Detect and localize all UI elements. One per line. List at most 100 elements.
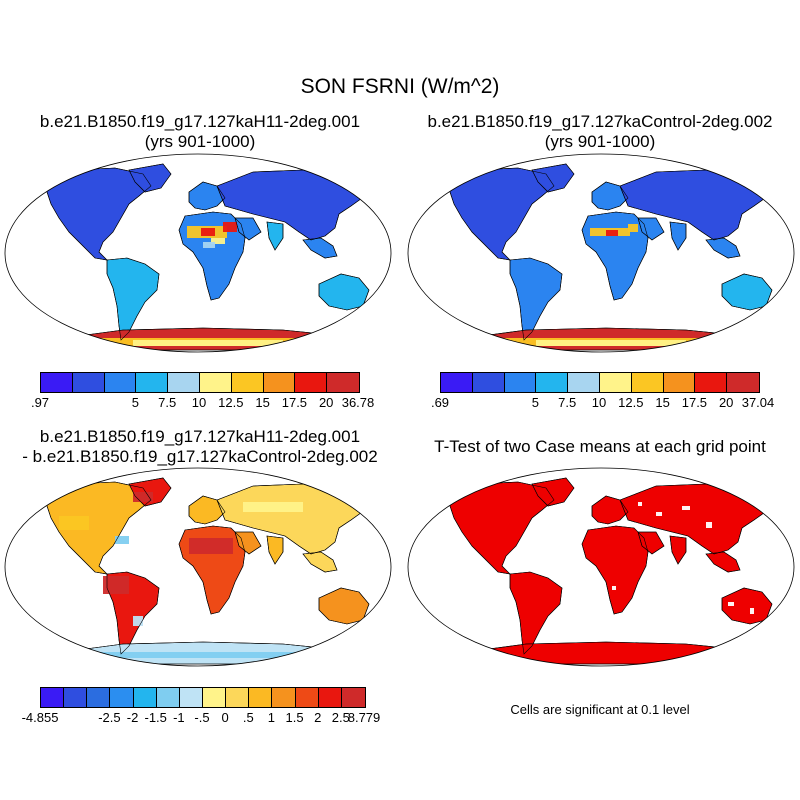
colorbar-swatch <box>318 688 342 707</box>
colorbar-swatch <box>249 688 273 707</box>
colorbar-label: 7.5 <box>158 395 177 410</box>
colorbar-label: 10 <box>191 395 207 410</box>
colorbar-label: .69 <box>430 395 450 410</box>
field-patch <box>133 340 283 346</box>
field-patch <box>203 242 215 248</box>
field-patch <box>115 536 129 544</box>
colorbar-swatch <box>72 373 105 392</box>
colorbar-label: .97 <box>30 395 50 410</box>
colorbar-swatch <box>536 373 569 392</box>
field-patch <box>728 602 734 606</box>
colorbar-swatch <box>295 688 319 707</box>
colorbar-label: -2.5 <box>98 710 121 725</box>
colorbar-swatch <box>695 373 728 392</box>
field-patch <box>223 222 237 232</box>
colorbar-label: 0 <box>221 710 229 725</box>
colorbar-label: 20 <box>718 395 734 410</box>
colorbar-label: -2 <box>126 710 139 725</box>
colorbar-swatch <box>568 373 600 392</box>
panel3-subtitle: - b.e21.B1850.f19_g17.127kaControl-2deg.… <box>22 447 378 466</box>
colorbar-swatch <box>110 688 134 707</box>
colorbar-swatch <box>663 373 696 392</box>
colorbar-swatch <box>295 373 328 392</box>
colorbar-swatch <box>263 373 296 392</box>
colorbar-swatch <box>599 373 632 392</box>
colorbar-label: 7.5 <box>558 395 577 410</box>
colorbar-label: -.5 <box>194 710 210 725</box>
panel4-title: T-Test of two Case means at each grid po… <box>434 437 766 456</box>
panel2-subtitle: (yrs 901-1000) <box>544 132 656 151</box>
colorbar-swatch <box>179 688 203 707</box>
colorbar-swatch <box>87 688 111 707</box>
panel1-map <box>4 153 392 353</box>
colorbar-label: 8.779 <box>347 710 381 725</box>
field-patch <box>201 228 215 236</box>
panel4-map <box>407 467 795 667</box>
colorbar-label: 2 <box>314 710 322 725</box>
panel1-title: b.e21.B1850.f19_g17.127kaH11-2deg.001 <box>39 112 361 131</box>
colorbar-label: 15 <box>655 395 670 410</box>
field-patch <box>606 230 618 236</box>
field-patch <box>243 502 303 512</box>
colorbar-swatch <box>504 373 537 392</box>
field-patch <box>528 526 532 530</box>
field-patch <box>750 608 754 614</box>
colorbar-swatch <box>441 373 473 392</box>
colorbar-swatch <box>341 688 365 707</box>
field-patch <box>133 492 153 502</box>
panel2-title: b.e21.B1850.f19_g17.127kaControl-2deg.00… <box>427 112 773 131</box>
colorbar-label: 1 <box>267 710 276 725</box>
map-boundary <box>407 467 795 667</box>
colorbar-label: .5 <box>242 710 254 725</box>
colorbar-label: 10 <box>591 395 607 410</box>
map-boundary <box>4 467 392 667</box>
field-patch <box>628 224 638 232</box>
panel2-colorbar <box>440 372 760 393</box>
field-patch <box>682 506 690 510</box>
colorbar-label: 12.5 <box>218 395 244 410</box>
field-patch <box>189 538 233 554</box>
panel3-map <box>4 467 392 667</box>
colorbar-label: 15 <box>255 395 270 410</box>
colorbar-swatch <box>272 688 296 707</box>
colorbar-swatch <box>199 373 232 392</box>
colorbar-label: -1 <box>173 710 185 725</box>
map-boundary <box>4 153 392 353</box>
colorbar-label: 20 <box>318 395 334 410</box>
colorbar-swatch <box>226 688 250 707</box>
colorbar-swatch <box>133 688 157 707</box>
colorbar-swatch <box>472 373 505 392</box>
field-patch <box>133 616 143 626</box>
field-patch <box>656 512 662 516</box>
field-patch <box>612 586 616 590</box>
panel1-colorbar <box>40 372 360 393</box>
colorbar-label: 2.5 <box>331 710 350 725</box>
panel1-subtitle: (yrs 901-1000) <box>144 132 256 151</box>
colorbar-label: -1.5 <box>144 710 167 725</box>
colorbar-swatch <box>168 373 200 392</box>
colorbar-label: 1.5 <box>285 710 304 725</box>
colorbar-swatch <box>727 373 759 392</box>
colorbar-label: 12.5 <box>618 395 644 410</box>
colorbar-swatch <box>327 373 359 392</box>
panel2-map <box>407 153 795 353</box>
panel4-note: Cells are significant at 0.1 level <box>510 702 690 717</box>
colorbar-swatch <box>41 373 73 392</box>
field-patch <box>638 502 642 506</box>
colorbar-swatch <box>41 688 65 707</box>
field-patch <box>211 238 225 244</box>
colorbar-swatch <box>64 688 88 707</box>
panel3-title: b.e21.B1850.f19_g17.127kaH11-2deg.001 <box>39 427 361 446</box>
colorbar-label: -4.855 <box>21 710 59 725</box>
colorbar-swatch <box>156 688 180 707</box>
colorbar-swatch <box>631 373 664 392</box>
colorbar-label: 36.78 <box>341 395 375 410</box>
map-boundary <box>407 153 795 353</box>
colorbar-swatch <box>231 373 264 392</box>
colorbar-swatch <box>202 688 227 707</box>
panel3-colorbar <box>40 687 366 708</box>
colorbar-label: 37.04 <box>741 395 775 410</box>
colorbar-label: 17.5 <box>281 395 308 410</box>
field-patch <box>536 340 686 346</box>
page-title: SON FSRNI (W/m^2) <box>300 75 500 98</box>
